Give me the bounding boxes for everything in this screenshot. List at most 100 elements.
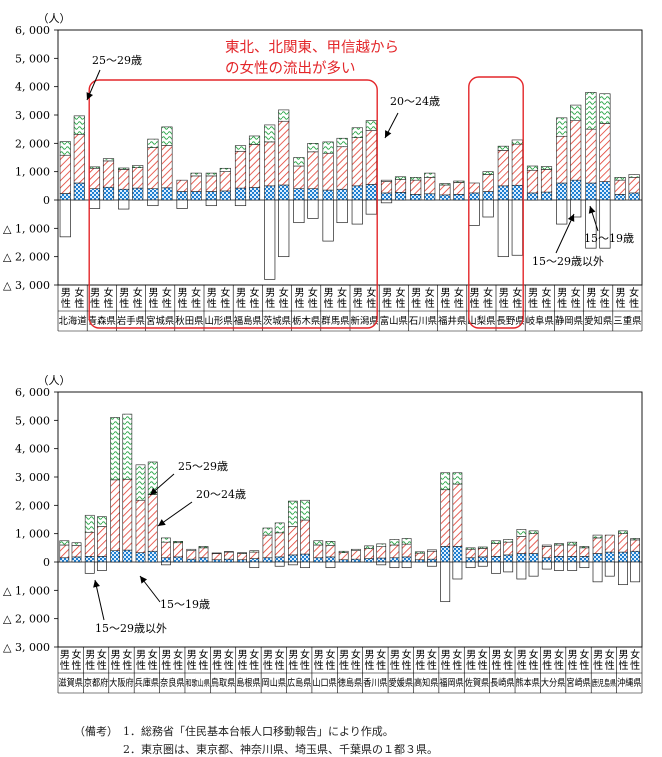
- sex-label: 女性: [503, 648, 513, 672]
- bar-segment-15-19: [614, 194, 626, 201]
- sex-label: 女性: [630, 648, 640, 672]
- bar-segment-other: [336, 199, 348, 224]
- bar-segment-15-19: [59, 193, 71, 201]
- sex-label: 男性: [314, 649, 324, 672]
- bar-segment-25-29: [237, 552, 247, 554]
- bar-segment-20-24: [161, 145, 173, 189]
- sex-label: 女性: [571, 286, 581, 310]
- bar-segment-15-19: [440, 546, 451, 563]
- sex-label: 男性: [111, 649, 121, 672]
- bar-segment-20-24: [293, 165, 305, 189]
- bar-segment-20-24: [147, 147, 159, 189]
- bar-segment-25-29: [338, 550, 349, 553]
- bar-segment-other: [401, 561, 412, 569]
- bar-segment-15-19: [526, 192, 539, 201]
- bar-segment-25-29: [198, 546, 209, 549]
- sex-label: 女性: [173, 648, 183, 672]
- bar-segment-other: [491, 561, 501, 574]
- bar-segment-20-24: [313, 544, 324, 559]
- bar-segment-25-29: [570, 104, 582, 121]
- bar-segment-20-24: [237, 553, 247, 561]
- bar-segment-15-19: [516, 553, 527, 563]
- bar-segment-15-19: [300, 553, 310, 563]
- bar-segment-20-24: [630, 539, 641, 552]
- category-label: 福島県: [234, 315, 263, 327]
- bar-segment-other: [307, 199, 319, 219]
- sex-label: 女性: [478, 648, 488, 672]
- bar-segment-15-19: [173, 556, 183, 563]
- bar-segment-20-24: [300, 519, 310, 555]
- bar-segment-25-29: [205, 172, 217, 177]
- bar-segment-15-19: [211, 559, 222, 563]
- annotation-other: 15～29歳以外: [95, 622, 167, 635]
- sex-label: 男性: [618, 649, 628, 672]
- bar-segment-25-29: [477, 546, 488, 549]
- bar-segment-25-29: [491, 540, 501, 544]
- category-label: 宮城県: [146, 315, 175, 327]
- bar-segment-20-24: [122, 478, 133, 551]
- bar-segment-other: [88, 199, 101, 209]
- bar-segment-25-29: [147, 461, 158, 495]
- bar-segment-25-29: [452, 472, 463, 485]
- sex-label: 女性: [512, 286, 522, 310]
- bar-segment-25-29: [556, 117, 568, 137]
- bar-segment-15-19: [336, 188, 348, 201]
- bar-segment-15-19: [293, 188, 305, 201]
- sex-label: 男性: [466, 649, 476, 672]
- sex-label: 女性: [337, 286, 347, 310]
- bar-segment-20-24: [110, 479, 121, 551]
- category-label: 兵庫県: [135, 677, 160, 689]
- bar-segment-other: [325, 561, 336, 569]
- arrow-other: [555, 213, 575, 254]
- bar-segment-25-29: [300, 499, 310, 521]
- bar-segment-25-29: [336, 137, 348, 148]
- bar-segment-20-24: [465, 548, 476, 559]
- notes-line-2: 2．東京圏は、東京都、神奈川県、埼玉県、千葉県の１都３県。: [123, 743, 438, 756]
- bar-segment-25-29: [440, 472, 451, 491]
- arrow-20-24-head: [158, 519, 166, 526]
- arrow-20-24-head: [385, 130, 392, 138]
- y-tick-label: 2, 000: [15, 137, 50, 150]
- bar-segment-25-29: [59, 141, 71, 156]
- category-label: 長野県: [497, 316, 526, 327]
- bar-segment-25-29: [439, 183, 451, 186]
- bar-segment-15-19: [161, 187, 173, 201]
- sex-label: 女性: [325, 648, 335, 672]
- highlight-box-tohoku-kanto-koshinetsu: [88, 79, 378, 329]
- category-label: 鳥取県: [211, 677, 236, 689]
- category-label: 大分県: [541, 677, 566, 689]
- sex-label: 女性: [275, 648, 285, 672]
- bar-segment-15-19: [132, 187, 144, 201]
- sex-label: 男性: [411, 287, 421, 310]
- bar-segment-other: [118, 199, 130, 210]
- bar-segment-25-29: [350, 548, 361, 551]
- bar-segment-other: [380, 199, 393, 204]
- sex-label: 男性: [161, 649, 171, 672]
- bar-segment-20-24: [205, 175, 217, 192]
- sex-label: 女性: [554, 648, 564, 672]
- sex-label: 男性: [119, 287, 129, 310]
- sex-label: 女性: [148, 648, 158, 672]
- bar-segment-20-24: [59, 154, 71, 194]
- y-tick-label: 0: [43, 556, 50, 569]
- sex-label: 男性: [528, 287, 538, 310]
- sex-label: 女性: [249, 648, 259, 672]
- bar-segment-25-29: [497, 145, 509, 151]
- bar-segment-other: [497, 199, 509, 258]
- bar-segment-other: [541, 561, 552, 570]
- bar-segment-25-29: [511, 139, 523, 145]
- sex-label: 女性: [97, 648, 107, 672]
- sex-label: 女性: [600, 286, 610, 310]
- category-label: 佐賀県: [465, 677, 490, 689]
- category-label: 岡山県: [262, 678, 287, 689]
- bar-segment-15-19: [73, 182, 85, 201]
- sex-label: 女性: [250, 286, 260, 310]
- sex-label: 男性: [542, 649, 552, 672]
- bar-segment-20-24: [618, 533, 628, 553]
- bar-segment-20-24: [234, 150, 247, 189]
- bar-segment-20-24: [516, 536, 527, 554]
- category-label: 広島県: [287, 677, 312, 689]
- bar-segment-other: [579, 561, 590, 569]
- bar-segment-15-19: [604, 551, 615, 563]
- bar-segment-25-29: [414, 551, 425, 554]
